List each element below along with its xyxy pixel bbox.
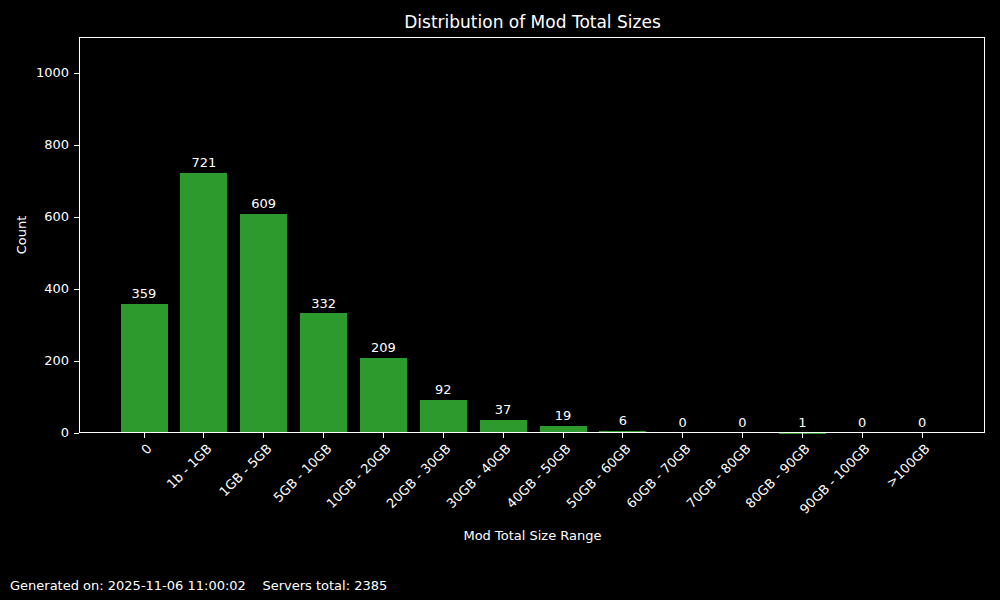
y-tick-mark [74, 145, 79, 146]
footer-text: Generated on: 2025-11-06 11:00:02 Server… [10, 578, 387, 594]
y-tick-mark [74, 289, 79, 290]
y-tick-label: 800 [0, 137, 69, 153]
x-tick-mark [144, 433, 145, 438]
y-axis-label: Count [14, 216, 29, 255]
x-tick-mark [203, 433, 204, 438]
x-tick-mark [622, 433, 623, 438]
x-tick-mark [922, 433, 923, 438]
y-tick-mark [74, 217, 79, 218]
x-tick-mark [443, 433, 444, 438]
y-tick-label: 400 [0, 281, 69, 297]
y-tick-label: 0 [0, 425, 69, 441]
y-tick-label: 200 [0, 353, 69, 369]
x-tick-mark [263, 433, 264, 438]
x-tick-mark [802, 433, 803, 438]
x-axis-label: Mod Total Size Range [79, 528, 986, 543]
y-tick-label: 1000 [0, 65, 69, 81]
y-tick-mark [74, 361, 79, 362]
y-tick-mark [74, 433, 79, 434]
x-tick-mark [323, 433, 324, 438]
x-tick-mark [682, 433, 683, 438]
x-tick-mark [742, 433, 743, 438]
axes-ticks-layer: 01b - 1GB1GB - 5GB5GB - 10GB10GB - 20GB2… [0, 0, 1000, 600]
x-tick-mark [383, 433, 384, 438]
x-tick-mark [503, 433, 504, 438]
x-tick-mark [862, 433, 863, 438]
y-tick-label: 600 [0, 209, 69, 225]
x-tick-mark [563, 433, 564, 438]
chart-figure: Distribution of Mod Total Sizes 35972160… [0, 0, 1000, 600]
y-tick-mark [74, 73, 79, 74]
